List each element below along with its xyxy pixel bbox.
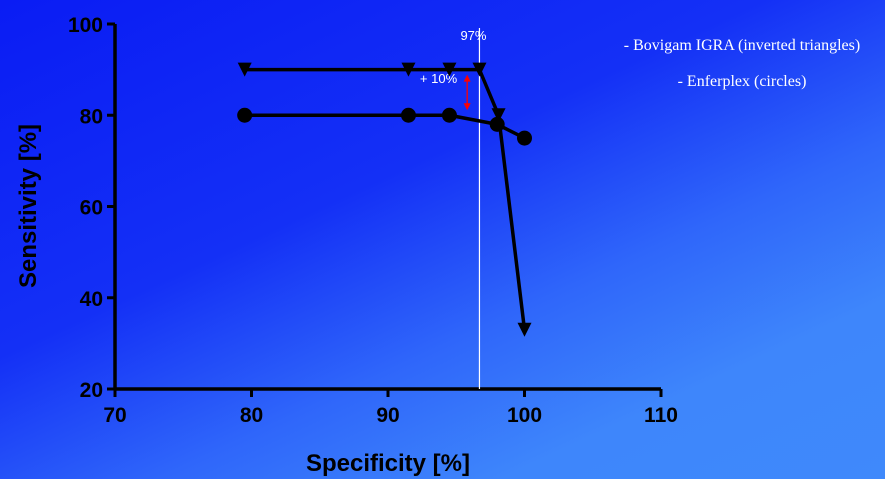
x-tick-label: 80 xyxy=(240,404,263,427)
x-tick-label: 110 xyxy=(644,404,678,427)
data-point-triangle xyxy=(442,62,457,77)
y-tick-label: 80 xyxy=(80,105,103,128)
data-point-circle xyxy=(441,107,457,123)
data-point-triangle xyxy=(237,62,252,77)
data-point-circle xyxy=(400,107,416,123)
y-tick-label: 20 xyxy=(80,379,103,402)
y-tick-label: 60 xyxy=(80,197,103,220)
x-tick-label: 100 xyxy=(507,404,542,427)
arrow-label: + 10% xyxy=(420,71,458,86)
x-axis-title: Specificity [%] xyxy=(306,450,470,477)
y-axis-title: Sensitivity [%] xyxy=(15,124,42,288)
data-point-triangle xyxy=(472,62,487,77)
legend-item-bovigam: - Bovigam IGRA (inverted triangles) xyxy=(623,37,861,54)
series-layer xyxy=(237,62,532,337)
series-line xyxy=(244,67,527,330)
data-point-circle xyxy=(517,130,532,146)
y-tick-label: 100 xyxy=(68,14,103,37)
legend: - Bovigam IGRA (inverted triangles) - En… xyxy=(607,36,877,108)
legend-item-enferplex: - Enferplex (circles) xyxy=(677,73,807,90)
series-bovigam xyxy=(237,62,532,337)
axes: 70 80 90 100 110 20 40 60 80 100 xyxy=(68,14,678,427)
annotations: 97% + 10% xyxy=(420,28,487,389)
arrow-head-down xyxy=(463,103,471,111)
series-enferplex xyxy=(237,107,532,146)
x-tick-label: 90 xyxy=(376,404,399,427)
series-line xyxy=(244,113,526,140)
reference-line-label: 97% xyxy=(460,28,486,43)
data-point-triangle xyxy=(517,322,532,337)
y-tick-label: 40 xyxy=(80,288,103,311)
data-point-triangle xyxy=(491,108,506,123)
data-point-triangle xyxy=(401,62,416,77)
x-tick-label: 70 xyxy=(103,404,126,427)
data-point-circle xyxy=(489,116,505,132)
data-point-circle xyxy=(237,107,253,123)
arrow-head-up xyxy=(463,74,471,82)
